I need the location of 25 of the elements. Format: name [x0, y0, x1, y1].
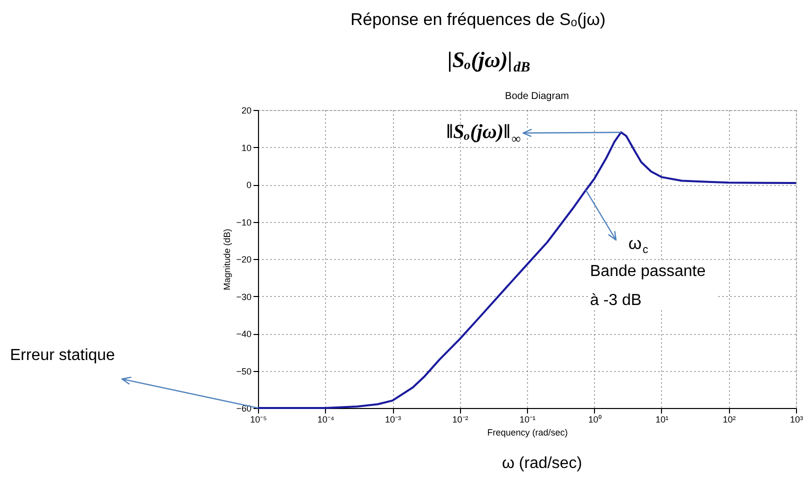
y-tick-label: −30 [236, 292, 252, 302]
x-tick-label: 10⁻³ [384, 414, 402, 424]
x-tick-label: 10² [722, 414, 736, 424]
y-tick-label: −50 [236, 366, 252, 376]
text: Erreur statique [10, 347, 116, 364]
text: ω (rad/sec) [502, 455, 582, 472]
y-tick-label: 20 [241, 106, 252, 116]
annotation: Bande passante à -3 dB [590, 263, 706, 309]
text: Bode Diagram [505, 91, 569, 102]
x-tick-label: 10⁻⁵ [250, 414, 268, 424]
x-tick-label: 10⁰ [588, 414, 602, 424]
y-tick-label: −20 [236, 254, 252, 264]
x-tick-label: 10⁻¹ [519, 414, 536, 424]
x-tick-label: 10⁻⁴ [317, 414, 334, 424]
x-tick-label: 10³ [790, 414, 804, 424]
y-tick-label: 0 [246, 180, 252, 190]
x-axis-title: Frequency (rad/sec) [487, 428, 568, 438]
y-tick-label: −10 [236, 217, 252, 228]
chart-title: Réponse en fréquences de Sₒ(jω) [350, 10, 606, 29]
annotation: ‖Sₒ(jω)‖∞ [446, 121, 521, 146]
y-tick-label: 10 [241, 142, 252, 153]
y-tick-label: −40 [236, 329, 252, 339]
x-tick-label: 10⁻² [452, 414, 468, 424]
y-axis-title: Magnitude (dB) [222, 228, 232, 290]
x-tick-label: 10¹ [655, 414, 669, 424]
